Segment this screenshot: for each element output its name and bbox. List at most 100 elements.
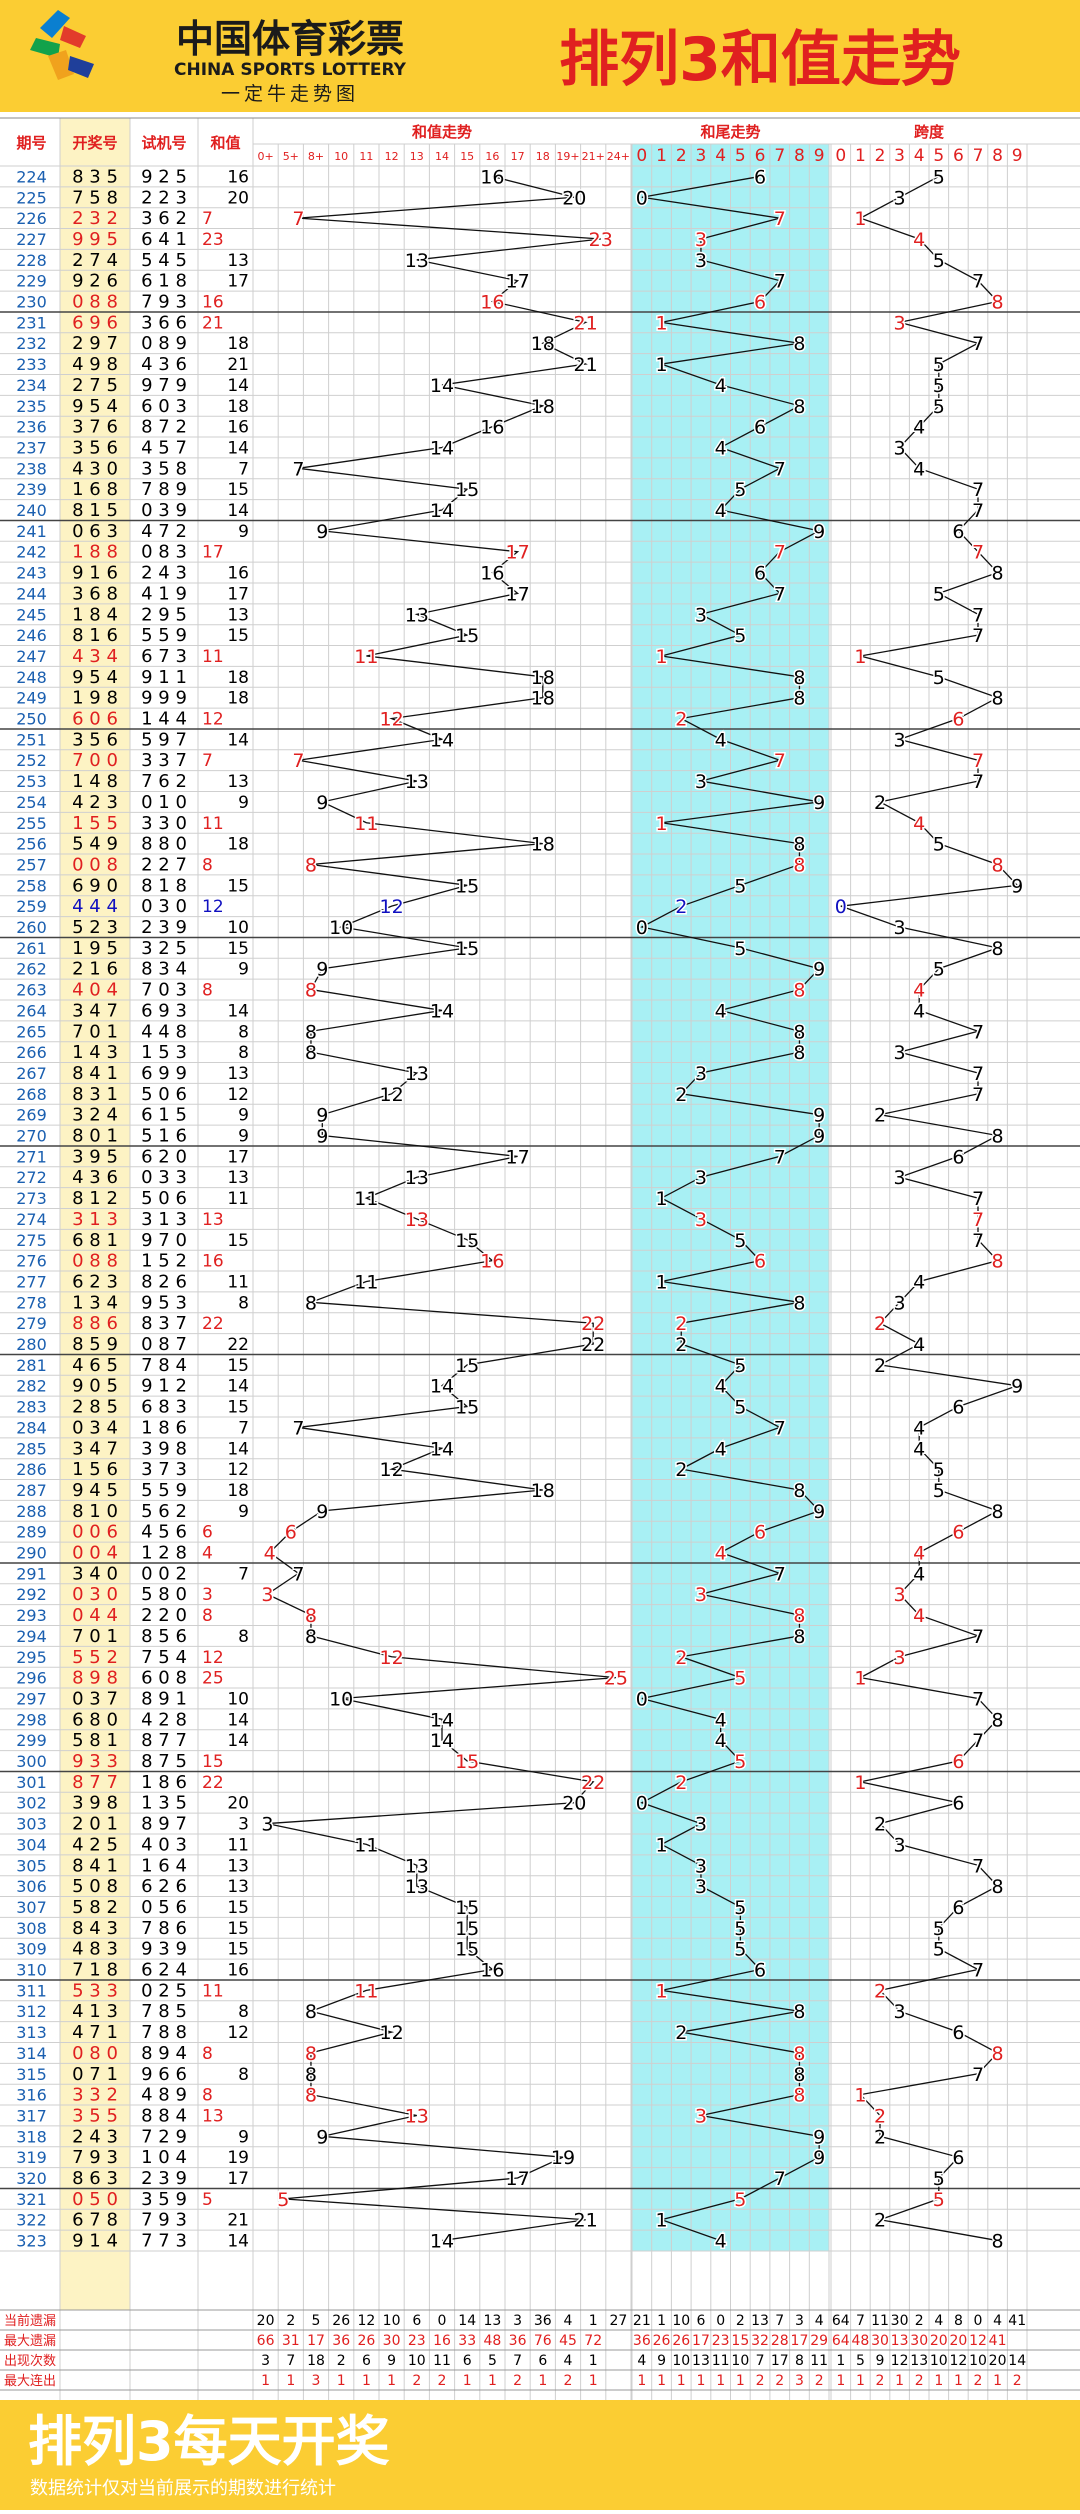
period-cell: 316 — [16, 2086, 47, 2105]
sum-trend-point: 15 — [455, 1897, 479, 1919]
tail-trend-point: 4 — [715, 1543, 727, 1565]
span-trend-group: 5314578375554347767857715863772458903854… — [833, 165, 1024, 2254]
sum-cell: 23 — [202, 230, 224, 250]
period-cell: 276 — [16, 1252, 47, 1271]
stats-sum-value: 1 — [589, 2373, 598, 2389]
sum-trend-point: 13 — [405, 2105, 429, 2127]
sum-cell: 16 — [202, 1252, 224, 1272]
trial-cell: 6 2 0 — [141, 1146, 187, 1167]
sum-trend-group: 1620723131716211821141816147151491716171… — [260, 165, 630, 2254]
sum-trend-point: 9 — [316, 2126, 328, 2148]
span-trend-point: 6 — [952, 1146, 964, 1168]
stats-tail-value: 28 — [771, 2333, 789, 2349]
draw-cell: 5 2 3 — [72, 917, 118, 938]
draw-cell: 3 4 0 — [72, 1563, 118, 1584]
stats-span-value: 13 — [891, 2333, 909, 2349]
span-trend-point: 6 — [952, 1897, 964, 1919]
sum-trend-point: 22 — [581, 1334, 605, 1356]
sum-trend-point: 12 — [380, 1459, 404, 1481]
tail-trend-point: 5 — [734, 1355, 746, 1377]
span-trend-point: 3 — [894, 312, 906, 334]
trial-cell: 0 3 9 — [141, 500, 187, 521]
tail-trend-point: 3 — [695, 1167, 707, 1189]
span-trend-point: 6 — [952, 2147, 964, 2169]
span-trend-point: 3 — [894, 917, 906, 939]
period-cell: 291 — [16, 1564, 47, 1583]
trial-cell: 2 2 3 — [141, 187, 187, 208]
tail-trend-point: 8 — [793, 1626, 805, 1648]
tail-trend-point: 8 — [793, 1605, 805, 1627]
draw-cell: 0 3 7 — [72, 1688, 118, 1709]
period-cell: 263 — [16, 981, 47, 1000]
tail-trend-group: 6073376181486475497673518824739188520598… — [634, 165, 826, 2254]
sum-cell: 11 — [202, 1981, 224, 2001]
tail-trend-point: 5 — [734, 938, 746, 960]
period-cell: 253 — [16, 772, 47, 791]
sum-cell: 14 — [227, 501, 249, 521]
trial-cell: 7 9 3 — [141, 292, 187, 313]
sum-cell: 14 — [227, 1710, 249, 1730]
trial-cell: 8 2 6 — [141, 1271, 187, 1292]
tail-trend-point: 5 — [734, 1918, 746, 1940]
span-trend-point: 8 — [992, 1709, 1004, 1731]
span-trend-point: 5 — [933, 1459, 945, 1481]
span-trend-point: 7 — [972, 1626, 984, 1648]
sum-trend-point: 21 — [574, 354, 598, 376]
sum-axis-label: 14 — [435, 150, 449, 163]
span-axis-label: 0 — [835, 146, 846, 166]
trial-cell: 8 8 4 — [141, 2105, 187, 2126]
span-trend-point: 7 — [972, 1730, 984, 1752]
tail-trend-point: 8 — [793, 854, 805, 876]
sum-cell: 9 — [238, 2127, 249, 2147]
trial-cell: 0 2 5 — [141, 1980, 187, 2001]
sum-cell: 21 — [202, 313, 224, 333]
stats-span-value: 13 — [910, 2353, 928, 2369]
stats-sum-value: 5 — [488, 2353, 497, 2369]
sum-trend-point: 21 — [574, 312, 598, 334]
period-cell: 293 — [16, 1606, 47, 1625]
footer-note: 数据统计仅对当前展示的期数进行统计 — [30, 2478, 336, 2499]
sum-cell: 16 — [227, 167, 249, 187]
span-trend-point: 4 — [913, 813, 925, 835]
stats-span-value: 2 — [1013, 2373, 1022, 2389]
sum-cell: 15 — [227, 626, 249, 646]
draw-cell: 4 2 5 — [72, 1834, 118, 1855]
span-trend-point: 7 — [972, 1209, 984, 1231]
sum-axis-label: 15 — [460, 150, 474, 163]
sum-trend-point: 15 — [455, 875, 479, 897]
chart-title: 排列3和值走势 — [559, 25, 961, 95]
sum-trend-point: 15 — [455, 1230, 479, 1252]
tail-trend-point: 0 — [636, 917, 648, 939]
sum-trend-point: 7 — [292, 1417, 304, 1439]
stats-span-value: 20 — [949, 2333, 967, 2349]
span-trend-point: 7 — [972, 1063, 984, 1085]
stats-span-value: 20 — [930, 2333, 948, 2349]
trial-cell: 2 3 9 — [141, 917, 187, 938]
sum-trend-point: 8 — [305, 2001, 317, 2023]
tail-trend-point: 2 — [675, 1647, 687, 1669]
span-trend-point: 8 — [992, 563, 1004, 585]
span-trend-point: 3 — [894, 1834, 906, 1856]
draw-cell: 2 9 7 — [72, 333, 118, 354]
trial-cell: 4 0 3 — [141, 1834, 187, 1855]
stats-span-value: 8 — [954, 2313, 963, 2329]
stats-sum-value: 1 — [337, 2373, 346, 2389]
span-trend-point: 1 — [854, 208, 866, 230]
trial-cell: 5 6 2 — [141, 1501, 187, 1522]
span-trend-point: 0 — [835, 896, 847, 918]
trial-cell: 0 1 0 — [141, 792, 187, 813]
span-trend-point: 6 — [952, 1397, 964, 1419]
span-trend-point: 5 — [933, 250, 945, 272]
stats-sum-value: 16 — [433, 2333, 451, 2349]
trial-cell: 1 0 4 — [141, 2147, 187, 2168]
period-cell: 268 — [16, 1085, 47, 1104]
draw-cell: 5 4 9 — [72, 834, 118, 855]
span-trend-point: 7 — [972, 542, 984, 564]
draw-cell: 2 8 5 — [72, 1397, 118, 1418]
tail-trend-point: 3 — [695, 1814, 707, 1836]
draw-cell: 1 8 8 — [72, 542, 118, 563]
span-trend-point: 4 — [913, 1417, 925, 1439]
trial-cell: 8 3 7 — [141, 1313, 187, 1334]
sum-axis-label: 11 — [359, 150, 373, 163]
stats-sum-value: 6 — [538, 2353, 547, 2369]
